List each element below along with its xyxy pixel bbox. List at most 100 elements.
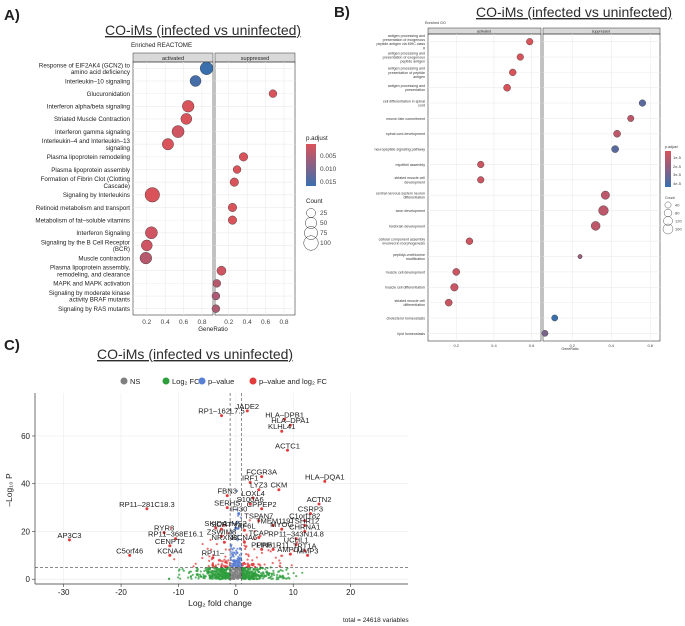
- category-label: Interferon gamma signaling: [55, 129, 131, 136]
- volcano-point: [252, 562, 255, 566]
- gene-label: CHRNA1: [289, 522, 320, 531]
- legend-swatch: [120, 377, 128, 385]
- volcano-point: [230, 568, 233, 571]
- enrichment-point: [638, 99, 646, 107]
- volcano-point: [237, 560, 240, 564]
- volcano-point: [220, 575, 223, 578]
- volcano-point: [207, 565, 210, 568]
- volcano-point: [197, 577, 200, 580]
- volcano-point: [181, 567, 184, 571]
- volcano-point: [227, 559, 230, 562]
- panel-b-points: [444, 38, 646, 337]
- size-legend-label: 120: [675, 219, 682, 224]
- volcano-labeled-point: [280, 429, 284, 433]
- volcano-point: [237, 514, 240, 517]
- volcano-point: [202, 573, 205, 576]
- volcano-point: [182, 569, 185, 572]
- category-label: antigen processing and presentation of ex…: [383, 51, 426, 63]
- volcano-point: [278, 559, 281, 562]
- volcano-point: [208, 574, 211, 577]
- x-tick-label: 0.4: [491, 343, 497, 348]
- gene-label: TPT1A: [293, 542, 318, 551]
- volcano-point: [197, 575, 200, 578]
- volcano-point: [260, 574, 263, 577]
- volcano-point: [267, 573, 270, 576]
- category-label: Glucuronidation: [87, 91, 131, 98]
- volcano-labeled-point: [257, 488, 261, 492]
- volcano-point: [231, 522, 234, 525]
- volcano-point: [178, 573, 181, 576]
- volcano-point: [269, 550, 272, 553]
- volcano-labeled-point: [220, 527, 223, 531]
- volcano-point: [217, 563, 220, 566]
- panel-c-footer: total = 24618 variables: [343, 617, 409, 624]
- panel-a-points: [139, 61, 278, 313]
- panel-b-subtitle: Enriched GO: [425, 21, 446, 25]
- enrichment-point: [171, 125, 185, 138]
- volcano-point: [214, 564, 217, 567]
- gene-label: LOXL4: [241, 489, 265, 498]
- panel-b-xlabel: GeneRatio: [561, 347, 578, 351]
- enrichment-point: [145, 226, 158, 240]
- enrichment-point: [477, 160, 485, 168]
- volcano-labeled-point: [303, 524, 307, 528]
- volcano-point: [267, 549, 270, 552]
- volcano-point: [216, 572, 219, 575]
- volcano-labeled-point: [303, 529, 307, 533]
- volcano-point: [232, 564, 235, 567]
- volcano-point: [275, 578, 278, 581]
- volcano-point: [287, 576, 290, 579]
- gene-label: TSPAN7: [244, 512, 273, 521]
- volcano-point: [234, 553, 237, 556]
- enrichment-point: [526, 38, 534, 46]
- volcano-point: [208, 568, 211, 571]
- volcano-point: [250, 571, 253, 574]
- volcano-point: [195, 573, 198, 576]
- gene-label: JADE2: [236, 402, 260, 411]
- volcano-point: [262, 577, 265, 580]
- volcano-point: [213, 570, 216, 573]
- volcano-labeled-point: [237, 512, 241, 516]
- volcano-labeled-point: [248, 481, 252, 485]
- volcano-point: [247, 568, 250, 571]
- volcano-point: [235, 522, 238, 526]
- volcano-point: [236, 534, 240, 537]
- volcano-point: [223, 558, 226, 561]
- volcano-point: [259, 534, 262, 537]
- category-label: axon development: [396, 209, 425, 213]
- volcano-point: [167, 577, 170, 580]
- y-tick-label: 40: [21, 480, 30, 489]
- volcano-point: [284, 577, 287, 580]
- enrichment-point: [182, 100, 195, 113]
- panel-c-title: CO-iMs (infected vs uninfected): [97, 346, 293, 362]
- volcano-point: [227, 575, 230, 578]
- volcano-point: [275, 576, 279, 579]
- y-tick-label: 20: [21, 527, 30, 536]
- volcano-labeled-point: [234, 526, 238, 530]
- volcano-point: [238, 561, 242, 564]
- volcano-point: [224, 564, 227, 567]
- volcano-point: [223, 574, 226, 577]
- volcano-point: [292, 571, 295, 575]
- enrichment-point: [180, 113, 193, 125]
- enrichment-point: [229, 177, 239, 187]
- size-legend-label: 100: [320, 240, 331, 247]
- category-label: Striated Muscle Contraction: [54, 116, 131, 123]
- enrichment-point: [450, 283, 459, 292]
- volcano-point: [190, 577, 193, 580]
- volcano-point: [253, 537, 256, 541]
- panel-b-legend-size-title: Count: [665, 196, 675, 200]
- volcano-labeled-point: [222, 540, 226, 544]
- legend-label: p–value: [208, 377, 234, 386]
- volcano-point: [235, 508, 238, 511]
- panel-a-title: CO-iMs (infected vs uninfected): [105, 22, 301, 38]
- x-tick-label: 0.8: [279, 319, 288, 326]
- volcano-point: [281, 569, 284, 573]
- volcano-point: [250, 563, 254, 567]
- gene-label: IFI30: [230, 505, 247, 514]
- volcano-point: [270, 577, 273, 581]
- volcano-point: [230, 556, 233, 559]
- volcano-point: [239, 525, 242, 528]
- category-label: cellular component assembly involved in m…: [379, 238, 426, 246]
- volcano-point: [204, 575, 207, 578]
